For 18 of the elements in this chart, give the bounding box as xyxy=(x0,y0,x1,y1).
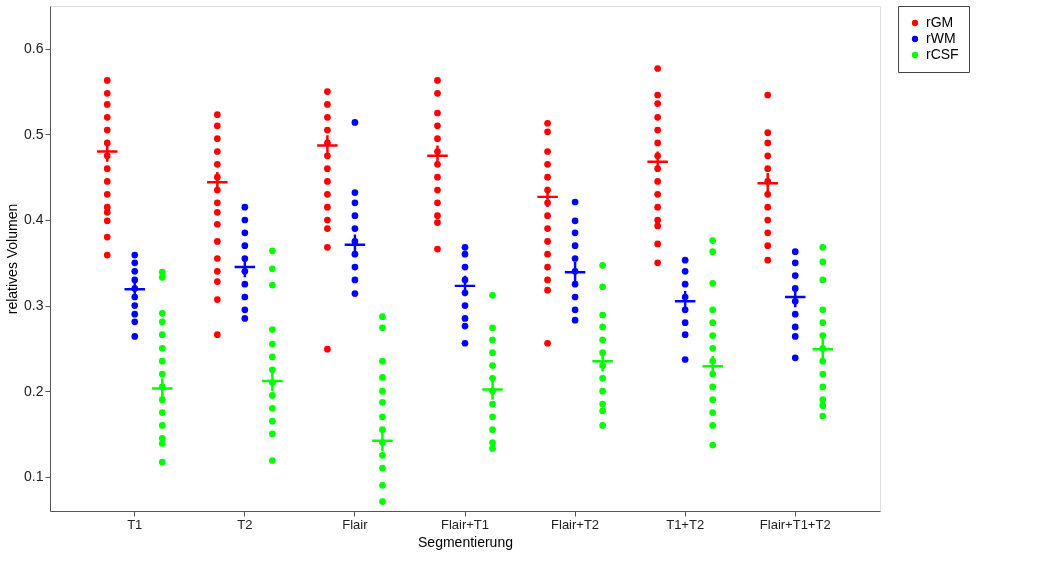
y-tick-label: 0.1 xyxy=(24,468,44,485)
x-tick-label: Flair+T1 xyxy=(440,516,490,532)
x-tick-label: Flair+T2 xyxy=(551,516,600,532)
y-tick-label: 0.2 xyxy=(24,382,44,399)
legend-label: rCSF xyxy=(926,46,959,62)
x-tick-label: Flair xyxy=(342,516,369,532)
y-tick-label: 0.5 xyxy=(24,125,44,142)
y-tick-label: 0.6 xyxy=(24,40,44,57)
x-tick-label: T2 xyxy=(237,516,253,532)
legend-label: rGM xyxy=(926,14,954,30)
x-axis-title: Segmentierung xyxy=(418,533,513,550)
x-tick-label: T1 xyxy=(127,516,143,532)
legend-label: rWM xyxy=(926,30,956,46)
x-tick-label: T1+T2 xyxy=(666,516,705,532)
y-tick-label: 0.3 xyxy=(24,297,44,314)
y-axis-title: relatives Volumen xyxy=(4,203,21,315)
y-tick-label: 0.4 xyxy=(24,211,44,228)
x-tick-label: Flair+T1+T2 xyxy=(759,516,831,532)
